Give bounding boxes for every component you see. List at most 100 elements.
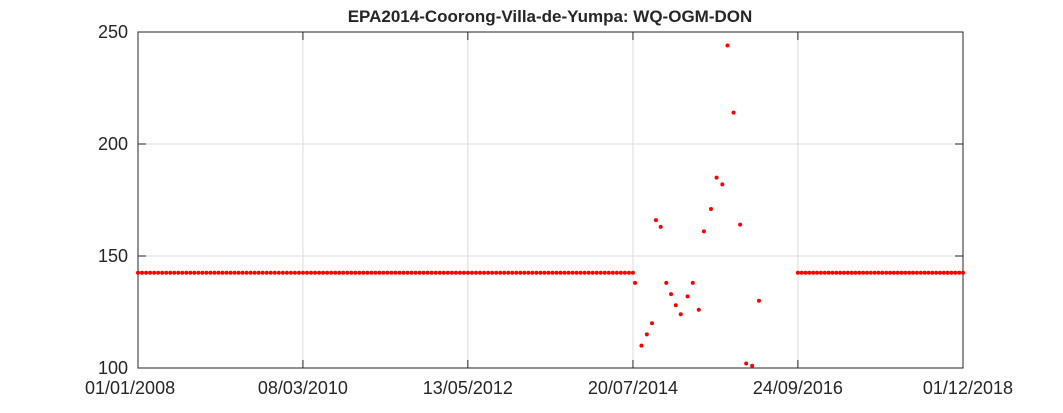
data-point xyxy=(272,270,277,275)
data-point xyxy=(803,270,808,275)
data-point xyxy=(614,270,619,275)
data-point xyxy=(393,270,398,275)
data-point xyxy=(164,270,169,275)
data-point xyxy=(329,270,334,275)
data-point xyxy=(518,270,523,275)
data-point xyxy=(445,270,450,275)
data-point xyxy=(498,270,503,275)
data-point xyxy=(522,270,527,275)
data-point xyxy=(510,270,515,275)
data-point xyxy=(756,298,761,303)
data-point xyxy=(421,270,426,275)
data-point xyxy=(907,270,912,275)
data-point xyxy=(884,270,889,275)
data-point xyxy=(644,332,649,337)
data-point xyxy=(413,270,418,275)
x-tick-label: 13/05/2012 xyxy=(423,378,513,398)
data-point xyxy=(486,270,491,275)
data-point xyxy=(649,321,654,326)
data-point xyxy=(397,270,402,275)
data-point xyxy=(200,270,205,275)
data-point xyxy=(598,270,603,275)
data-point xyxy=(321,270,326,275)
x-tick-label: 20/07/2014 xyxy=(588,378,678,398)
data-point xyxy=(918,270,923,275)
data-point xyxy=(160,270,165,275)
x-tick-label: 08/03/2010 xyxy=(258,378,348,398)
data-point xyxy=(845,270,850,275)
data-point xyxy=(857,270,862,275)
data-point xyxy=(685,294,690,299)
data-point xyxy=(409,270,414,275)
data-point xyxy=(750,363,755,368)
data-point xyxy=(389,270,394,275)
data-point xyxy=(361,270,366,275)
data-point xyxy=(639,343,644,348)
data-point xyxy=(268,270,273,275)
data-point xyxy=(224,270,229,275)
axes-box xyxy=(137,31,964,369)
data-point xyxy=(914,270,919,275)
data-point xyxy=(826,270,831,275)
data-point xyxy=(176,270,181,275)
data-point xyxy=(244,270,249,275)
data-point xyxy=(433,270,438,275)
data-point xyxy=(490,270,495,275)
data-point xyxy=(678,312,683,317)
data-point xyxy=(602,270,607,275)
data-point xyxy=(325,270,330,275)
data-point xyxy=(220,270,225,275)
data-point xyxy=(566,270,571,275)
data-point xyxy=(618,270,623,275)
data-point xyxy=(922,270,927,275)
data-point xyxy=(880,270,885,275)
data-point xyxy=(818,270,823,275)
data-point xyxy=(941,270,946,275)
data-point xyxy=(248,270,253,275)
data-point xyxy=(156,270,161,275)
data-point xyxy=(633,280,638,285)
data-point xyxy=(926,270,931,275)
data-point xyxy=(664,280,669,285)
y-tick-label: 150 xyxy=(98,246,128,266)
data-point xyxy=(849,270,854,275)
data-point xyxy=(930,270,935,275)
data-point xyxy=(502,270,507,275)
data-point xyxy=(188,270,193,275)
data-point xyxy=(353,270,358,275)
data-point xyxy=(474,270,479,275)
data-point xyxy=(795,270,800,275)
data-point xyxy=(811,270,816,275)
data-point xyxy=(838,270,843,275)
data-point xyxy=(482,270,487,275)
data-point xyxy=(309,270,314,275)
data-point xyxy=(550,270,555,275)
plot-background xyxy=(138,32,963,368)
data-point xyxy=(586,270,591,275)
data-point xyxy=(228,270,233,275)
data-point xyxy=(313,270,318,275)
data-point xyxy=(461,270,466,275)
data-point xyxy=(425,270,430,275)
data-point xyxy=(590,270,595,275)
data-point xyxy=(891,270,896,275)
data-point xyxy=(669,292,674,297)
data-point xyxy=(260,270,265,275)
data-points xyxy=(136,43,965,368)
data-point xyxy=(494,270,499,275)
data-point xyxy=(478,270,483,275)
data-point xyxy=(236,270,241,275)
data-point xyxy=(429,270,434,275)
data-point xyxy=(333,270,338,275)
data-point xyxy=(690,280,695,285)
data-point xyxy=(714,175,719,180)
data-point xyxy=(148,270,153,275)
data-point xyxy=(184,270,189,275)
data-point xyxy=(911,270,916,275)
data-point xyxy=(530,270,535,275)
data-point xyxy=(542,270,547,275)
data-point xyxy=(349,270,354,275)
data-point xyxy=(168,270,173,275)
data-point xyxy=(152,270,157,275)
